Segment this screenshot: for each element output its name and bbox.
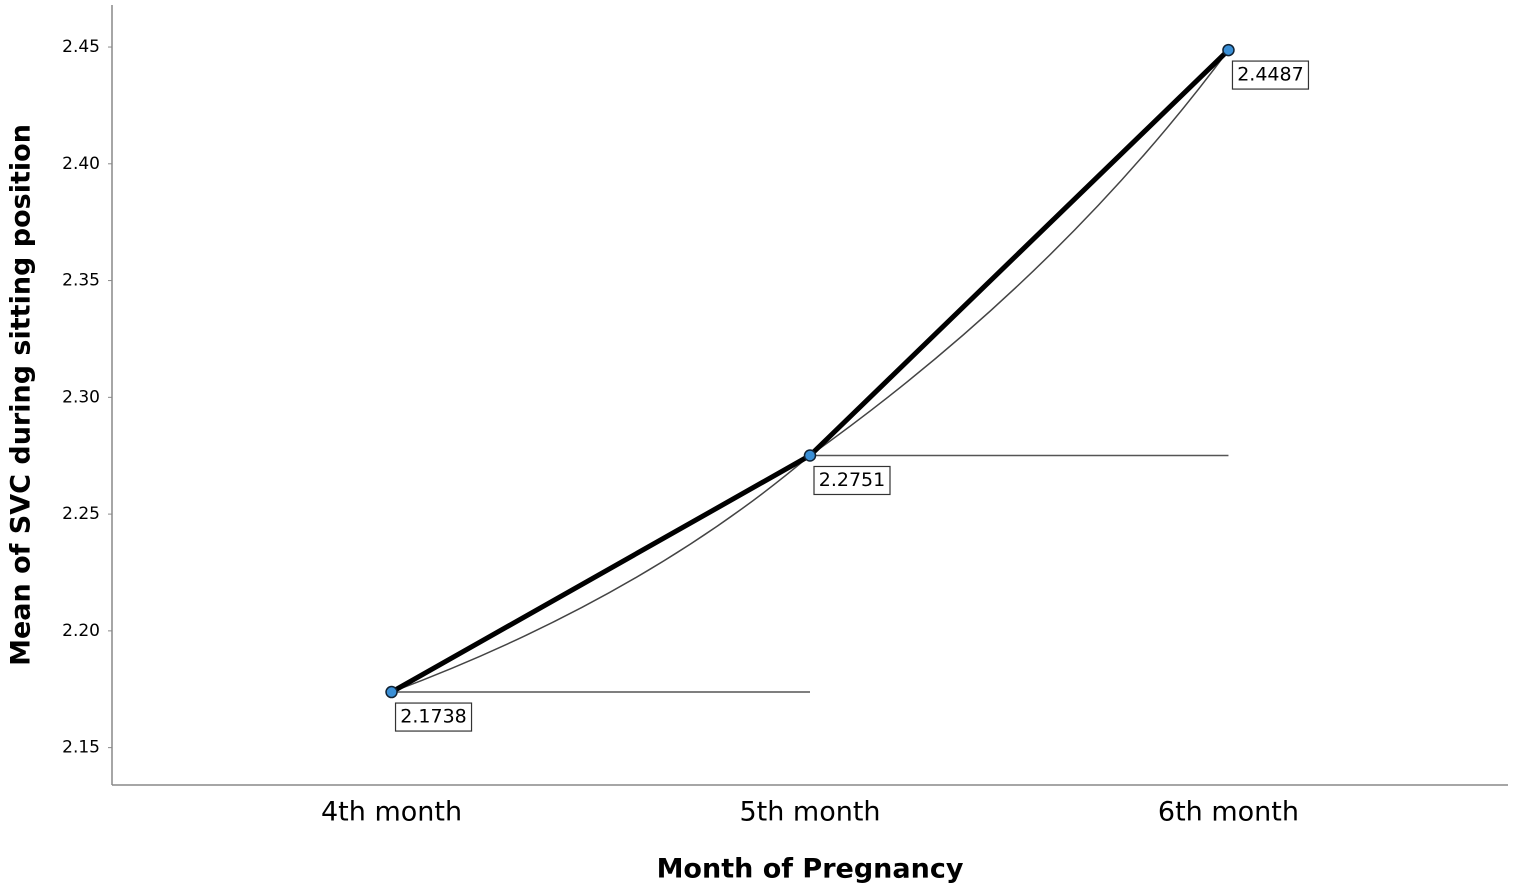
value-label-box bbox=[394, 702, 473, 732]
y-tick-label: 2.40 bbox=[62, 154, 100, 174]
x-tick-label: 6th month bbox=[1158, 797, 1299, 828]
fit-curve bbox=[391, 49, 1230, 693]
y-tick-label: 2.20 bbox=[62, 621, 100, 641]
x-tick-label: 4th month bbox=[321, 797, 462, 828]
marker bbox=[385, 685, 398, 699]
value-label: 2.2751 bbox=[819, 469, 885, 491]
y-tick-label: 2.25 bbox=[62, 504, 100, 524]
x-tick-label: 5th month bbox=[739, 797, 880, 828]
marker bbox=[1222, 43, 1235, 57]
data-line bbox=[390, 48, 1231, 695]
x-axis-title: Month of Pregnancy bbox=[657, 854, 964, 885]
value-label-box bbox=[813, 465, 891, 496]
y-tick-label: 2.35 bbox=[62, 271, 100, 291]
y-tick-label: 2.30 bbox=[62, 387, 100, 407]
y-tick-label: 2.15 bbox=[62, 738, 100, 758]
y-axis-title: Mean of SVC during sitting position bbox=[6, 124, 37, 666]
value-label-box bbox=[1231, 60, 1310, 90]
marker bbox=[803, 449, 817, 462]
value-label: 2.1738 bbox=[400, 706, 466, 728]
value-label: 2.4487 bbox=[1237, 64, 1303, 86]
y-tick-label: 2.45 bbox=[62, 37, 100, 57]
